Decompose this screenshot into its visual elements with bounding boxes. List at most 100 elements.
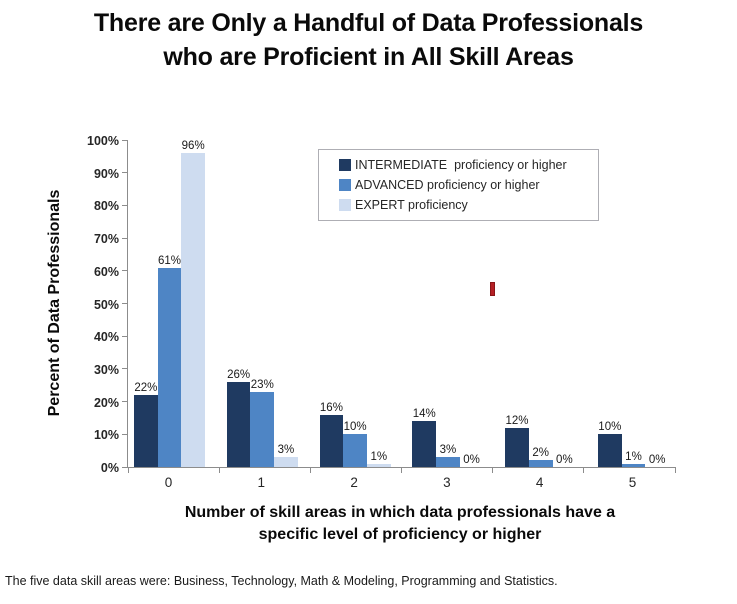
chart-title: There are Only a Handful of Data Profess…: [0, 6, 737, 74]
x-axis-title-line1: Number of skill areas in which data prof…: [184, 504, 616, 521]
legend-swatch-intermediate: [339, 159, 351, 171]
bar-advanced: [343, 434, 367, 467]
bar-group: 10% 1% 0%: [597, 140, 669, 467]
y-axis-tick-label: 0%: [100, 461, 119, 475]
x-category-label: 3: [443, 475, 451, 490]
legend-swatch-advanced: [339, 179, 351, 191]
bar-column-advanced: 10%: [343, 140, 367, 467]
x-category-label: 1: [257, 475, 266, 490]
bar-value-label: 0%: [463, 454, 480, 466]
bar-advanced: [250, 391, 275, 467]
legend-label-expert: EXPERT proficiency: [355, 198, 468, 212]
y-axis-tick-label: 50%: [93, 297, 119, 312]
x-category-label: 2: [350, 475, 358, 490]
bar-group: 12% 2% 0%: [505, 140, 576, 467]
y-axis-title: Percent of Data Professionals: [46, 189, 63, 417]
bar-advanced: [157, 267, 182, 467]
y-axis-tick: [122, 303, 128, 304]
bar-column-expert: 96%: [181, 140, 206, 467]
bar-intermediate: [597, 434, 622, 467]
x-axis-tick: [401, 467, 402, 473]
y-axis-tick: [122, 172, 128, 174]
y-axis-tick: [122, 466, 128, 468]
bar-intermediate: [505, 427, 529, 467]
legend-label-advanced: ADVANCED proficiency or higher: [355, 178, 540, 192]
y-axis-tick-label: 100%: [87, 134, 119, 148]
legend-swatch-expert: [339, 199, 351, 211]
bar-column-expert: 0%: [553, 140, 577, 467]
bar-value-label: 23%: [250, 378, 274, 391]
x-axis-tick: [583, 467, 585, 473]
x-category-label: 0: [164, 475, 173, 490]
legend-item-advanced: ADVANCED proficiency or higher: [339, 175, 590, 195]
bar-column-intermediate: 26%: [226, 140, 251, 467]
y-axis-tick: [122, 139, 128, 141]
legend-item-expert: EXPERT proficiency: [339, 195, 590, 215]
footnote: The five data skill areas were: Business…: [5, 574, 558, 588]
y-axis-tick: [122, 270, 128, 272]
y-axis-tick-label: 70%: [93, 232, 119, 247]
legend: INTERMEDIATE proficiency or higher ADVAN…: [318, 149, 599, 221]
plot-area: 22% 61% 96% 26% 23% 3% 16% 10% 1% 14% 3% 0% 12% 2% 0% 1…: [87, 134, 676, 475]
bar-column-expert: 1%: [366, 140, 391, 467]
bar-column-intermediate: 14%: [412, 140, 437, 467]
y-axis-tick: [122, 237, 128, 239]
bar-column-intermediate: 16%: [319, 140, 344, 467]
bar-advanced: [528, 460, 553, 467]
bar-value-label: 16%: [319, 401, 343, 414]
bar-group: 22% 61% 96%: [134, 140, 206, 467]
bar-column-advanced: 2%: [528, 140, 553, 467]
bar-expert: [181, 153, 206, 467]
y-axis-tick-label: 20%: [93, 395, 119, 410]
x-axis-tick: [127, 467, 129, 473]
bar-value-label: 26%: [227, 368, 251, 381]
bar-value-label: 3%: [439, 444, 457, 457]
x-category-label: 4: [535, 475, 544, 490]
bar-value-label: 0%: [648, 454, 666, 466]
bar-column-expert: 3%: [274, 140, 298, 467]
bar-advanced: [621, 463, 646, 467]
x-axis-title: Number of skill areas in which data prof…: [155, 502, 645, 546]
bar-expert: [274, 457, 298, 467]
bar-value-label: 10%: [598, 421, 622, 434]
x-axis-title-line2: specific level of proficiency or higher: [258, 526, 542, 543]
bar-intermediate: [226, 381, 251, 467]
bars-container: 22% 61% 96% 26% 23% 3% 16% 10% 1% 14% 3% 0% 12% 2% 0% 1…: [128, 140, 675, 467]
bar-column-intermediate: 22%: [134, 140, 158, 467]
bar-column-advanced: 1%: [621, 140, 646, 467]
bar-advanced: [436, 457, 460, 467]
y-axis-tick-label: 40%: [93, 330, 119, 345]
bar-group: 14% 3% 0%: [412, 140, 483, 467]
y-axis-tick-label: 10%: [93, 428, 119, 443]
chart-title-line2: who are Proficient in All Skill Areas: [163, 43, 574, 71]
bar-column-advanced: 3%: [436, 140, 460, 467]
bar-column-intermediate: 12%: [505, 140, 529, 467]
x-axis-tick: [674, 467, 676, 473]
x-category-label: 5: [628, 475, 637, 490]
bar-expert: [366, 463, 391, 467]
bar-column-intermediate: 10%: [597, 140, 622, 467]
bar-column-advanced: 61%: [157, 140, 182, 467]
bar-value-label: 10%: [343, 421, 367, 434]
y-axis-tick: [122, 204, 128, 206]
bar-group: 26% 23% 3%: [226, 140, 298, 467]
y-axis-tick-label: 30%: [93, 362, 119, 377]
bar-value-label: 2%: [532, 447, 549, 460]
bar-value-label: 1%: [370, 450, 388, 463]
y-axis-tick-label: 60%: [93, 264, 119, 279]
bar-value-label: 0%: [556, 454, 573, 466]
bar-value-label: 14%: [412, 408, 436, 421]
x-axis-tick: [492, 467, 494, 473]
red-marker-artifact: [490, 282, 495, 296]
bar-column-expert: 0%: [460, 140, 484, 467]
bar-intermediate: [134, 395, 158, 467]
bar-value-label: 3%: [277, 444, 295, 457]
chart-title-line1: There are Only a Handful of Data Profess…: [93, 9, 644, 37]
bar-value-label: 22%: [134, 382, 158, 395]
bar-column-advanced: 23%: [250, 140, 275, 467]
bar-intermediate: [412, 421, 437, 467]
x-axis-tick: [309, 467, 311, 473]
bar-column-expert: 0%: [645, 140, 669, 467]
x-axis-tick: [218, 467, 220, 473]
